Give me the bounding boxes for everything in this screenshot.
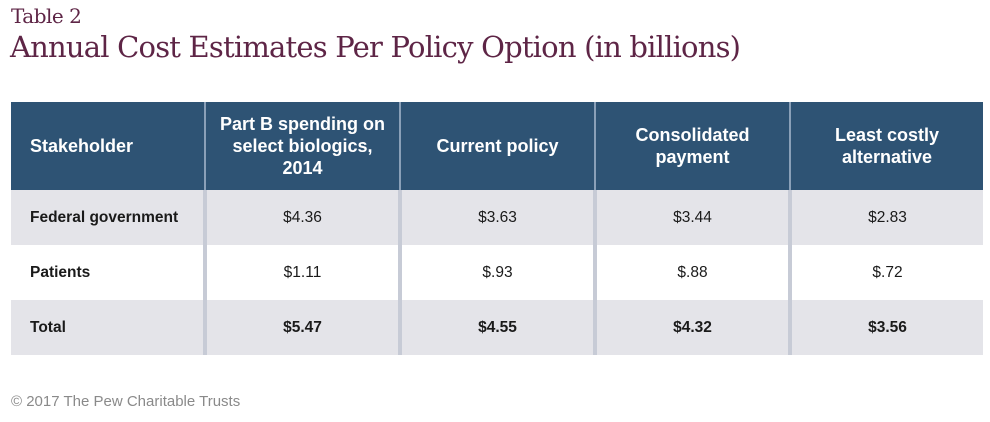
header-least-costly-alternative: Least costly alternative — [789, 102, 983, 190]
value-cell: $.72 — [788, 245, 983, 300]
total-value-cell: $4.55 — [398, 300, 595, 355]
total-value-cell: $3.56 — [788, 300, 983, 355]
value-cell: $.88 — [593, 245, 790, 300]
header-row: Stakeholder Part B spending on select bi… — [11, 102, 983, 190]
stakeholder-cell: Patients — [11, 245, 205, 300]
total-value-cell: $5.47 — [203, 300, 400, 355]
cost-estimates-table: Stakeholder Part B spending on select bi… — [11, 102, 983, 355]
table-header: Stakeholder Part B spending on select bi… — [11, 102, 983, 190]
value-cell: $.93 — [398, 245, 595, 300]
table-number-label: Table 2 — [11, 4, 82, 28]
total-value-cell: $4.32 — [593, 300, 790, 355]
table-row-total: Total $5.47 $4.55 $4.32 $3.56 — [11, 300, 983, 355]
value-cell: $3.63 — [398, 190, 595, 245]
header-current-policy: Current policy — [399, 102, 595, 190]
value-cell: $1.11 — [203, 245, 400, 300]
stakeholder-cell: Total — [11, 300, 205, 355]
value-cell: $3.44 — [593, 190, 790, 245]
table-body: Federal government $4.36 $3.63 $3.44 $2.… — [11, 190, 983, 355]
header-stakeholder: Stakeholder — [11, 102, 205, 190]
table-row-patients: Patients $1.11 $.93 $.88 $.72 — [11, 245, 983, 300]
stakeholder-cell: Federal government — [11, 190, 205, 245]
copyright-footer: © 2017 The Pew Charitable Trusts — [11, 393, 241, 410]
value-cell: $2.83 — [788, 190, 983, 245]
header-consolidated-payment: Consolidated payment — [594, 102, 790, 190]
table-row-federal-government: Federal government $4.36 $3.63 $3.44 $2.… — [11, 190, 983, 245]
header-part-b-spending-2014: Part B spending on select biologics, 201… — [204, 102, 400, 190]
table-title: Annual Cost Estimates Per Policy Option … — [10, 30, 741, 64]
value-cell: $4.36 — [203, 190, 400, 245]
